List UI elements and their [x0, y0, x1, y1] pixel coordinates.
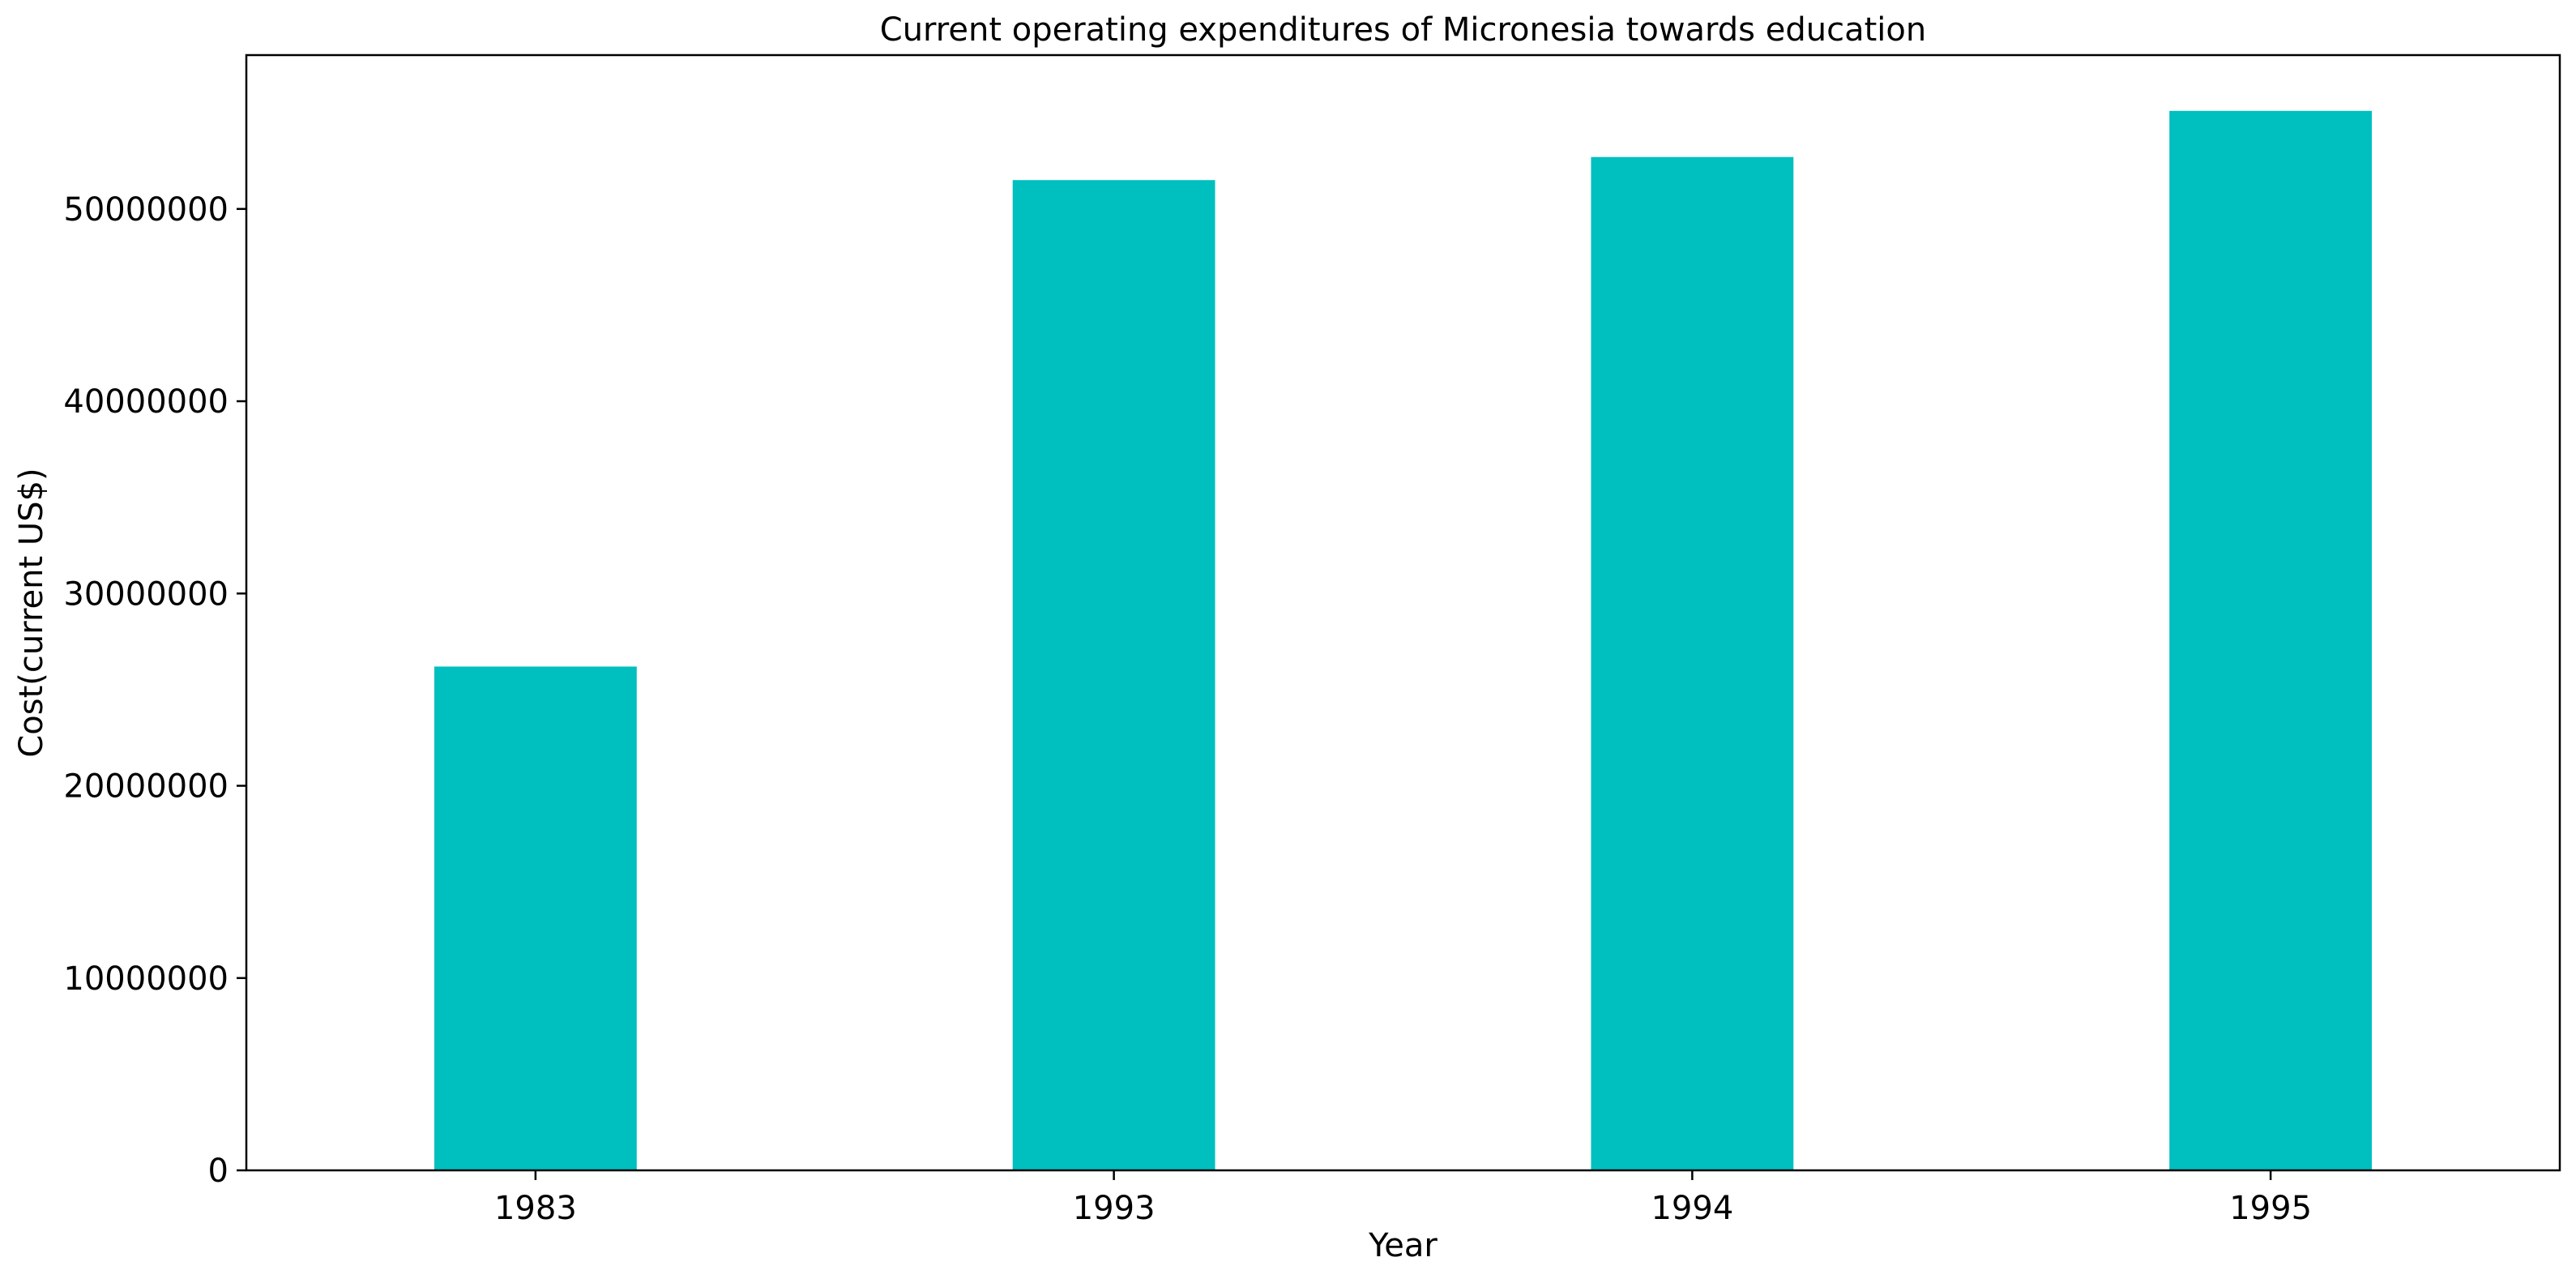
y-tick-label: 40000000	[63, 383, 229, 421]
y-tick-label: 0	[208, 1153, 229, 1190]
y-axis-label: Cost(current US$)	[13, 468, 50, 757]
bar-1994	[1591, 156, 1794, 1171]
bar-1995	[2169, 110, 2373, 1170]
y-axis: 0 10000000 20000000 30000000 40000000 5000000…	[63, 191, 246, 1190]
bar-1993	[1012, 180, 1215, 1170]
y-tick-label: 20000000	[63, 768, 229, 806]
plot-frame	[245, 53, 2561, 1172]
y-tick-label: 30000000	[63, 575, 229, 613]
chart-title: Current operating expenditures of Micron…	[880, 11, 1926, 49]
x-tick-label: 1995	[2229, 1190, 2312, 1227]
x-tick-label: 1983	[494, 1190, 577, 1227]
x-axis-label: Year	[1368, 1227, 1438, 1264]
bar-1983	[434, 666, 637, 1170]
x-tick-label: 1994	[1651, 1190, 1733, 1227]
x-axis: 1983 1993 1994 1995	[494, 1170, 2312, 1227]
bars-layer	[434, 110, 2373, 1171]
x-tick-label: 1993	[1073, 1190, 1156, 1227]
y-tick-label: 50000000	[63, 191, 229, 229]
y-tick-label: 10000000	[63, 960, 229, 998]
